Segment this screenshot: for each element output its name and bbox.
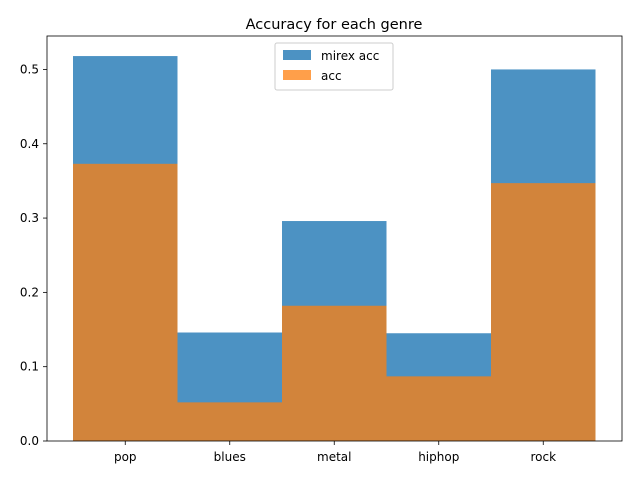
axes-layer: 0.0 0.1 0.2 0.3 0.4 0.5 pop blues metal hiphop roc… bbox=[20, 35, 623, 464]
bar-acc-pop bbox=[73, 163, 178, 441]
legend-label-acc: acc bbox=[321, 69, 342, 83]
bar-acc-metal bbox=[282, 305, 387, 441]
y-tick-label: 0.2 bbox=[20, 285, 39, 299]
legend-swatch-acc bbox=[283, 70, 311, 80]
y-tick-label: 0.3 bbox=[20, 211, 39, 225]
x-tick-label-rock: rock bbox=[530, 450, 556, 464]
legend-label-mirex-acc: mirex acc bbox=[321, 49, 379, 63]
bar-acc-blues bbox=[177, 402, 282, 441]
y-tick-label: 0.4 bbox=[20, 137, 39, 151]
legend-swatch-mirex-acc bbox=[283, 50, 311, 60]
x-tick-label-metal: metal bbox=[317, 450, 351, 464]
x-tick-label-pop: pop bbox=[114, 450, 137, 464]
bar-acc-hiphop bbox=[386, 376, 491, 441]
x-tick-label-blues: blues bbox=[214, 450, 246, 464]
chart-title: Accuracy for each genre bbox=[246, 17, 423, 33]
bars-layer bbox=[73, 56, 596, 442]
legend: mirex acc acc bbox=[274, 42, 394, 91]
y-tick-label: 0.5 bbox=[20, 62, 39, 76]
y-tick-label: 0.1 bbox=[20, 360, 39, 374]
bar-acc-rock bbox=[491, 183, 596, 441]
y-tick-label: 0.0 bbox=[20, 434, 39, 448]
x-tick-label-hiphop: hiphop bbox=[418, 450, 459, 464]
